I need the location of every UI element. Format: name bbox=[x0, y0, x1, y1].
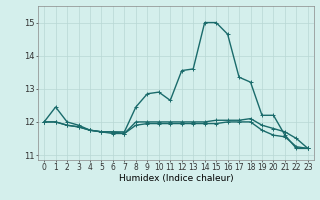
X-axis label: Humidex (Indice chaleur): Humidex (Indice chaleur) bbox=[119, 174, 233, 183]
